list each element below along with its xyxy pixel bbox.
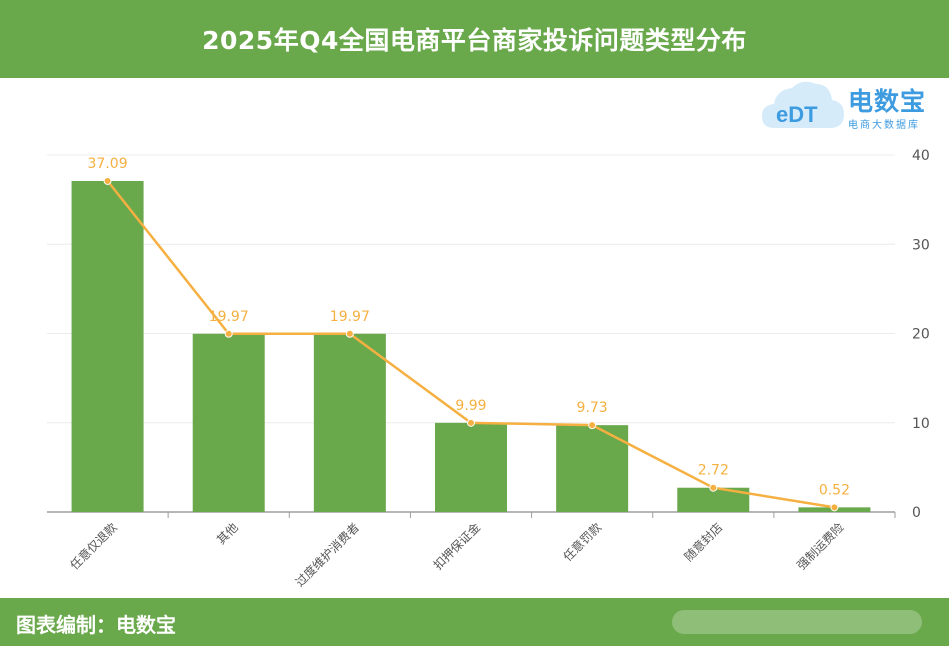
x-tick-label: 强制运费险 [794,520,847,573]
bar [556,425,629,512]
y-tick-label: 0 [912,505,921,521]
x-tick-label: 扣押保证金 [430,520,483,573]
bar [313,333,386,512]
data-label: 19.97 [209,309,249,325]
y-tick-label: 40 [912,148,930,164]
line-point [103,176,112,185]
chart-title: 2025年Q4全国电商平台商家投诉问题类型分布 [202,26,747,55]
cloud-logo-icon: eDT [762,81,844,128]
header-banner: 2025年Q4全国电商平台商家投诉问题类型分布 [0,0,949,78]
line-point [224,329,233,338]
line-point [830,503,839,512]
line-point [345,329,354,338]
footer-banner: 图表编制：电数宝 [0,598,949,646]
x-tick-label: 任意罚款 [560,520,605,565]
x-tick-label: 过度维护消费者 [292,520,362,590]
logo: eDT 电数宝 电商大数据库 [760,76,945,136]
line-point [588,421,597,430]
data-label: 0.52 [819,482,850,498]
data-label: 2.72 [698,463,729,479]
logo-brand: 电数宝 [848,87,927,116]
y-tick-label: 20 [912,327,930,343]
logo-subtitle: 电商大数据库 [848,120,920,131]
x-tick-label: 其他 [214,520,241,547]
data-label: 9.99 [455,398,486,414]
line-point [709,483,718,492]
watermark-blur [672,610,922,634]
y-tick-label: 30 [912,237,930,253]
logo-badge-text: eDT [776,102,818,127]
data-label: 37.09 [88,156,128,172]
bar [435,422,507,512]
line-point [467,418,475,427]
data-label: 19.97 [330,309,370,325]
x-tick-label: 任意仅退款 [67,520,120,573]
chart-credit: 图表编制：电数宝 [16,613,176,637]
data-label: 9.73 [577,400,608,416]
y-tick-label: 10 [912,416,930,432]
bar [192,333,265,512]
bar-line-chart: 0 10 20 30 40 任意仅退款 其他 过度维护消费者 扣押保证金 任意罚款 随意封店 强制运费… [47,148,930,590]
x-tick-label: 随意封店 [681,520,726,565]
bar [71,180,144,513]
